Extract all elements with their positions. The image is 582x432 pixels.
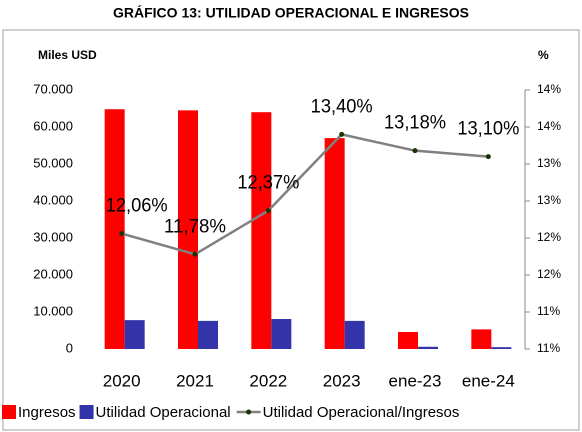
line-marker (192, 251, 198, 257)
x-tick-label: 2023 (323, 371, 361, 390)
y2-tick-label: 12% (537, 267, 561, 281)
line-marker (412, 148, 418, 154)
y-tick-label: 20.000 (33, 266, 73, 281)
y2-tick-label: 11% (537, 304, 560, 318)
bar (491, 347, 512, 349)
y-tick-label: 60.000 (33, 118, 73, 133)
y2-tick-label: 11% (537, 341, 560, 355)
y2-tick-label: 12% (537, 230, 561, 244)
x-tick-label: ene-24 (462, 371, 515, 390)
y-tick-label: 70.000 (33, 81, 73, 96)
y-tick-label: 30.000 (33, 229, 73, 244)
y2-axis-label: % (538, 48, 549, 62)
bar (418, 346, 438, 349)
y-tick-label: 40.000 (33, 192, 73, 207)
y-tick-label: 0 (66, 340, 73, 355)
data-label: 13,10% (457, 119, 519, 140)
bar (198, 320, 218, 349)
chart-title: GRÁFICO 13: UTILIDAD OPERACIONAL E INGRE… (113, 5, 469, 21)
bar (471, 329, 492, 349)
y-tick-label: 10.000 (33, 303, 73, 318)
x-tick-label: 2022 (249, 371, 287, 390)
bar (178, 110, 198, 349)
bar (324, 138, 345, 349)
y2-tick-label: 13% (537, 193, 561, 207)
x-tick-label: 2020 (103, 371, 141, 390)
y-axis-label: Miles USD (38, 48, 97, 62)
data-label: 13,18% (384, 113, 446, 134)
data-label: 12,37% (237, 173, 299, 194)
legend-swatch (79, 405, 94, 419)
line-marker (485, 154, 491, 160)
data-label: 11,78% (164, 216, 226, 237)
data-label: 12,06% (106, 196, 168, 217)
legend-label: Ingresos (18, 404, 76, 421)
y-tick-label: 50.000 (33, 155, 73, 170)
x-tick-label: 2021 (176, 371, 214, 390)
line-marker (265, 208, 271, 214)
legend-label: Utilidad Operacional (96, 404, 231, 421)
bar (251, 112, 272, 349)
data-label: 13,40% (311, 96, 373, 117)
y2-tick-label: 13% (537, 156, 561, 170)
line-marker (119, 231, 125, 237)
bar (124, 320, 145, 349)
y2-tick-label: 14% (537, 119, 561, 133)
bar (104, 109, 125, 350)
legend-swatch-marker (246, 409, 252, 415)
y2-tick-label: 14% (537, 82, 561, 96)
chart-frame (2, 29, 580, 431)
bar (398, 331, 418, 349)
legend-label: Utilidad Operacional/Ingresos (263, 404, 460, 421)
line-marker (339, 131, 345, 137)
line (121, 133, 489, 256)
bar (271, 319, 292, 349)
legend-swatch (2, 405, 16, 419)
x-tick-label: ene-23 (389, 371, 442, 390)
bar (344, 320, 365, 349)
